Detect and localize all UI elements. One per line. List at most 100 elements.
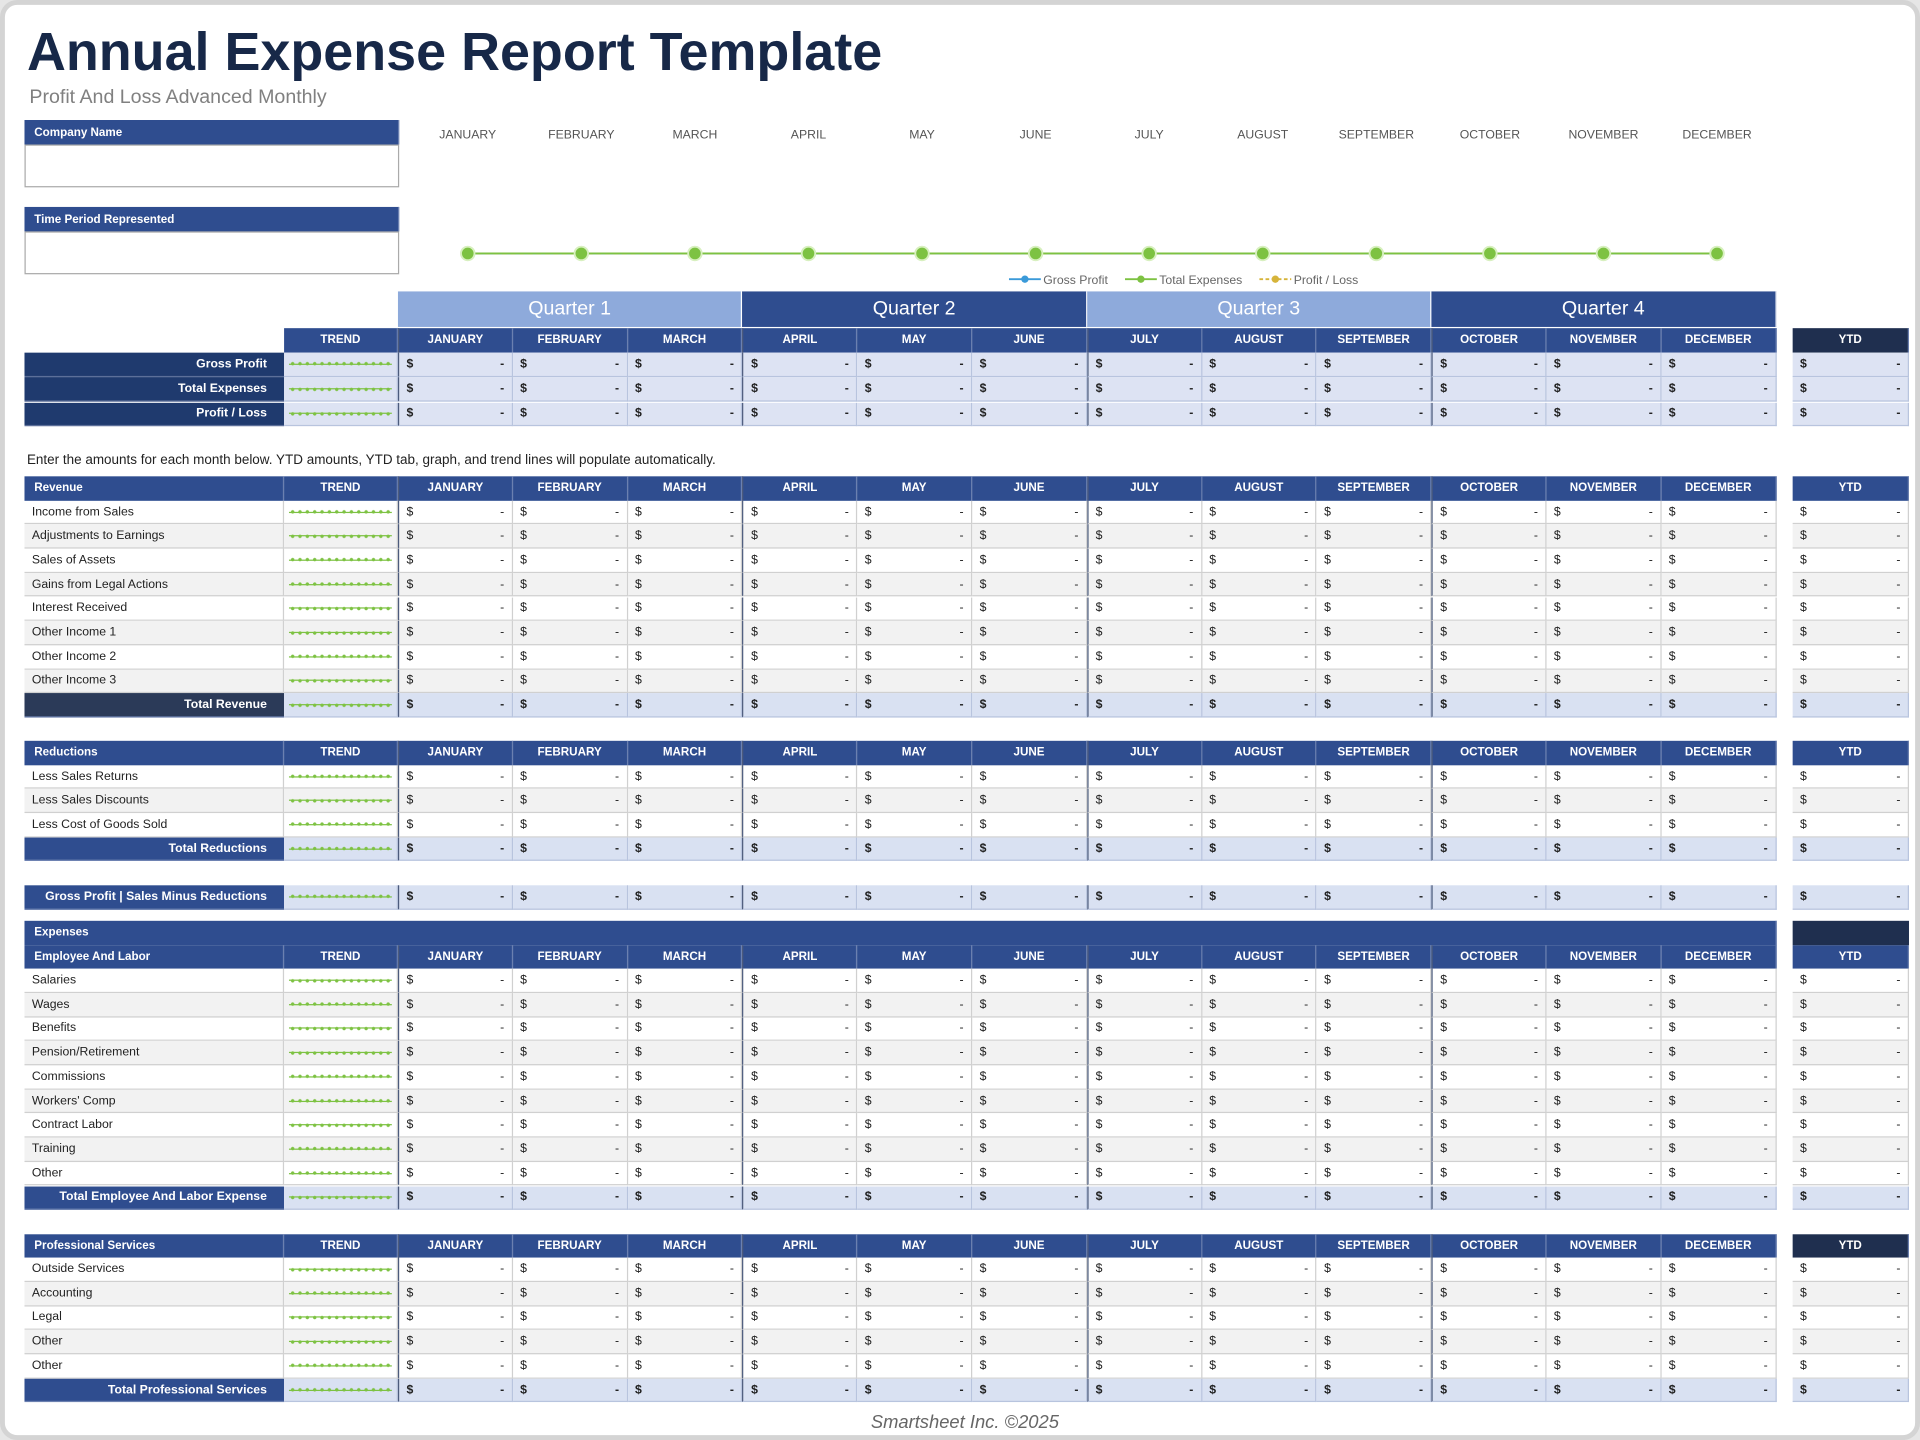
currency-symbol: $: [864, 1262, 872, 1276]
month-amount: $ -: [742, 764, 858, 790]
company-name-input[interactable]: [24, 144, 400, 188]
amount: -: [1648, 674, 1653, 688]
currency-symbol: $: [1668, 1310, 1676, 1325]
amount: -: [1074, 505, 1079, 519]
month-amount: $ -: [1661, 352, 1777, 377]
amount: -: [1896, 1310, 1901, 1325]
currency-symbol: $: [520, 817, 527, 832]
month-amount: $ -: [1431, 524, 1547, 549]
month-amount: $ -: [742, 1113, 858, 1138]
currency-symbol: $: [406, 505, 414, 519]
month-amount: $ -: [972, 352, 1088, 377]
month-header: JANUARY: [397, 740, 513, 765]
amount: -: [1648, 842, 1653, 856]
time-period-input[interactable]: [24, 231, 400, 275]
currency-symbol: $: [635, 890, 642, 904]
month-amount: $ -: [397, 813, 513, 838]
month-amount: $ -: [857, 1185, 973, 1211]
month-amount: $ -: [397, 1185, 513, 1211]
month-amount: $ -: [1201, 1257, 1317, 1282]
amount: -: [1533, 890, 1538, 904]
month-amount: $ -: [1316, 1257, 1432, 1282]
trend-sparkline: [284, 1161, 398, 1186]
currency-symbol: $: [520, 1070, 527, 1084]
month-amount: $ -: [397, 1161, 513, 1186]
amount: -: [1896, 1166, 1901, 1180]
currency-symbol: $: [864, 1190, 872, 1205]
ytd-amount: $ -: [1792, 1137, 1909, 1162]
amount: -: [500, 1045, 505, 1060]
month-header: JUNE: [972, 328, 1088, 353]
currency-symbol: $: [1324, 793, 1331, 808]
month-header: FEBRUARY: [512, 1233, 628, 1258]
currency-symbol: $: [751, 1070, 758, 1084]
month-amount: $ -: [857, 1089, 973, 1114]
amount: -: [1648, 1070, 1653, 1084]
month-amount: $ -: [627, 1378, 743, 1403]
currency-symbol: $: [1800, 1142, 1807, 1156]
month-amount: $ -: [397, 402, 513, 427]
month-amount: $ -: [512, 1354, 628, 1379]
currency-symbol: $: [1095, 1094, 1103, 1108]
currency-symbol: $: [864, 407, 872, 421]
currency-symbol: $: [1553, 553, 1561, 567]
month-amount: $ -: [857, 572, 973, 597]
month-amount: $ -: [627, 693, 743, 718]
amount: -: [1189, 1334, 1194, 1349]
currency-symbol: $: [1553, 793, 1561, 808]
amount: -: [959, 1383, 964, 1397]
amount: -: [729, 698, 734, 712]
currency-symbol: $: [751, 1262, 758, 1276]
month-header: JUNE: [972, 740, 1088, 765]
amount: -: [1763, 997, 1768, 1012]
month-amount: $ -: [972, 1161, 1088, 1186]
month-amount: $ -: [627, 1257, 743, 1282]
month-amount: $ -: [1201, 1378, 1317, 1403]
month-amount: $ -: [627, 1137, 743, 1162]
trend-sparkline: [284, 693, 398, 718]
amount: -: [1189, 407, 1194, 421]
month-amount: $ -: [1087, 548, 1202, 573]
month-amount: $ -: [397, 885, 513, 910]
amount: -: [1648, 1358, 1653, 1373]
x-tick-label: APRIL: [791, 127, 827, 141]
month-amount: $ -: [1201, 813, 1317, 838]
month-header: MAY: [857, 476, 973, 501]
currency-symbol: $: [406, 698, 414, 712]
currency-symbol: $: [1800, 529, 1807, 543]
currency-symbol: $: [1209, 529, 1217, 543]
amount: -: [1418, 890, 1424, 904]
currency-symbol: $: [1095, 382, 1103, 396]
amount: -: [959, 1142, 964, 1156]
currency-symbol: $: [864, 1094, 872, 1108]
amount: -: [1648, 890, 1653, 904]
amount: -: [844, 625, 849, 640]
amount: -: [1763, 382, 1768, 396]
month-amount: $ -: [1201, 352, 1317, 377]
ytd-amount: $ -: [1792, 377, 1909, 402]
currency-symbol: $: [864, 382, 872, 396]
currency-symbol: $: [1209, 357, 1217, 371]
amount: -: [844, 674, 849, 688]
amount: -: [959, 890, 964, 904]
month-amount: $ -: [1087, 524, 1202, 549]
currency-symbol: $: [1440, 1118, 1448, 1132]
trend-sparkline: [284, 1378, 398, 1403]
month-amount: $ -: [857, 1257, 973, 1282]
currency-symbol: $: [1668, 1094, 1676, 1108]
month-amount: $ -: [1661, 1306, 1777, 1331]
month-amount: $ -: [1661, 524, 1777, 549]
amount: -: [1648, 1166, 1653, 1180]
month-amount: $ -: [1316, 1065, 1432, 1090]
currency-symbol: $: [864, 577, 872, 591]
amount: -: [500, 1262, 505, 1276]
currency-symbol: $: [1800, 1334, 1807, 1349]
company-name-label: Company Name: [24, 120, 400, 145]
amount: -: [959, 1190, 964, 1205]
currency-symbol: $: [406, 842, 414, 856]
month-amount: $ -: [857, 669, 973, 694]
currency-symbol: $: [1324, 577, 1331, 591]
month-amount: $ -: [742, 621, 858, 646]
amount: -: [959, 1166, 964, 1180]
ytd-amount: $ -: [1792, 1161, 1909, 1186]
